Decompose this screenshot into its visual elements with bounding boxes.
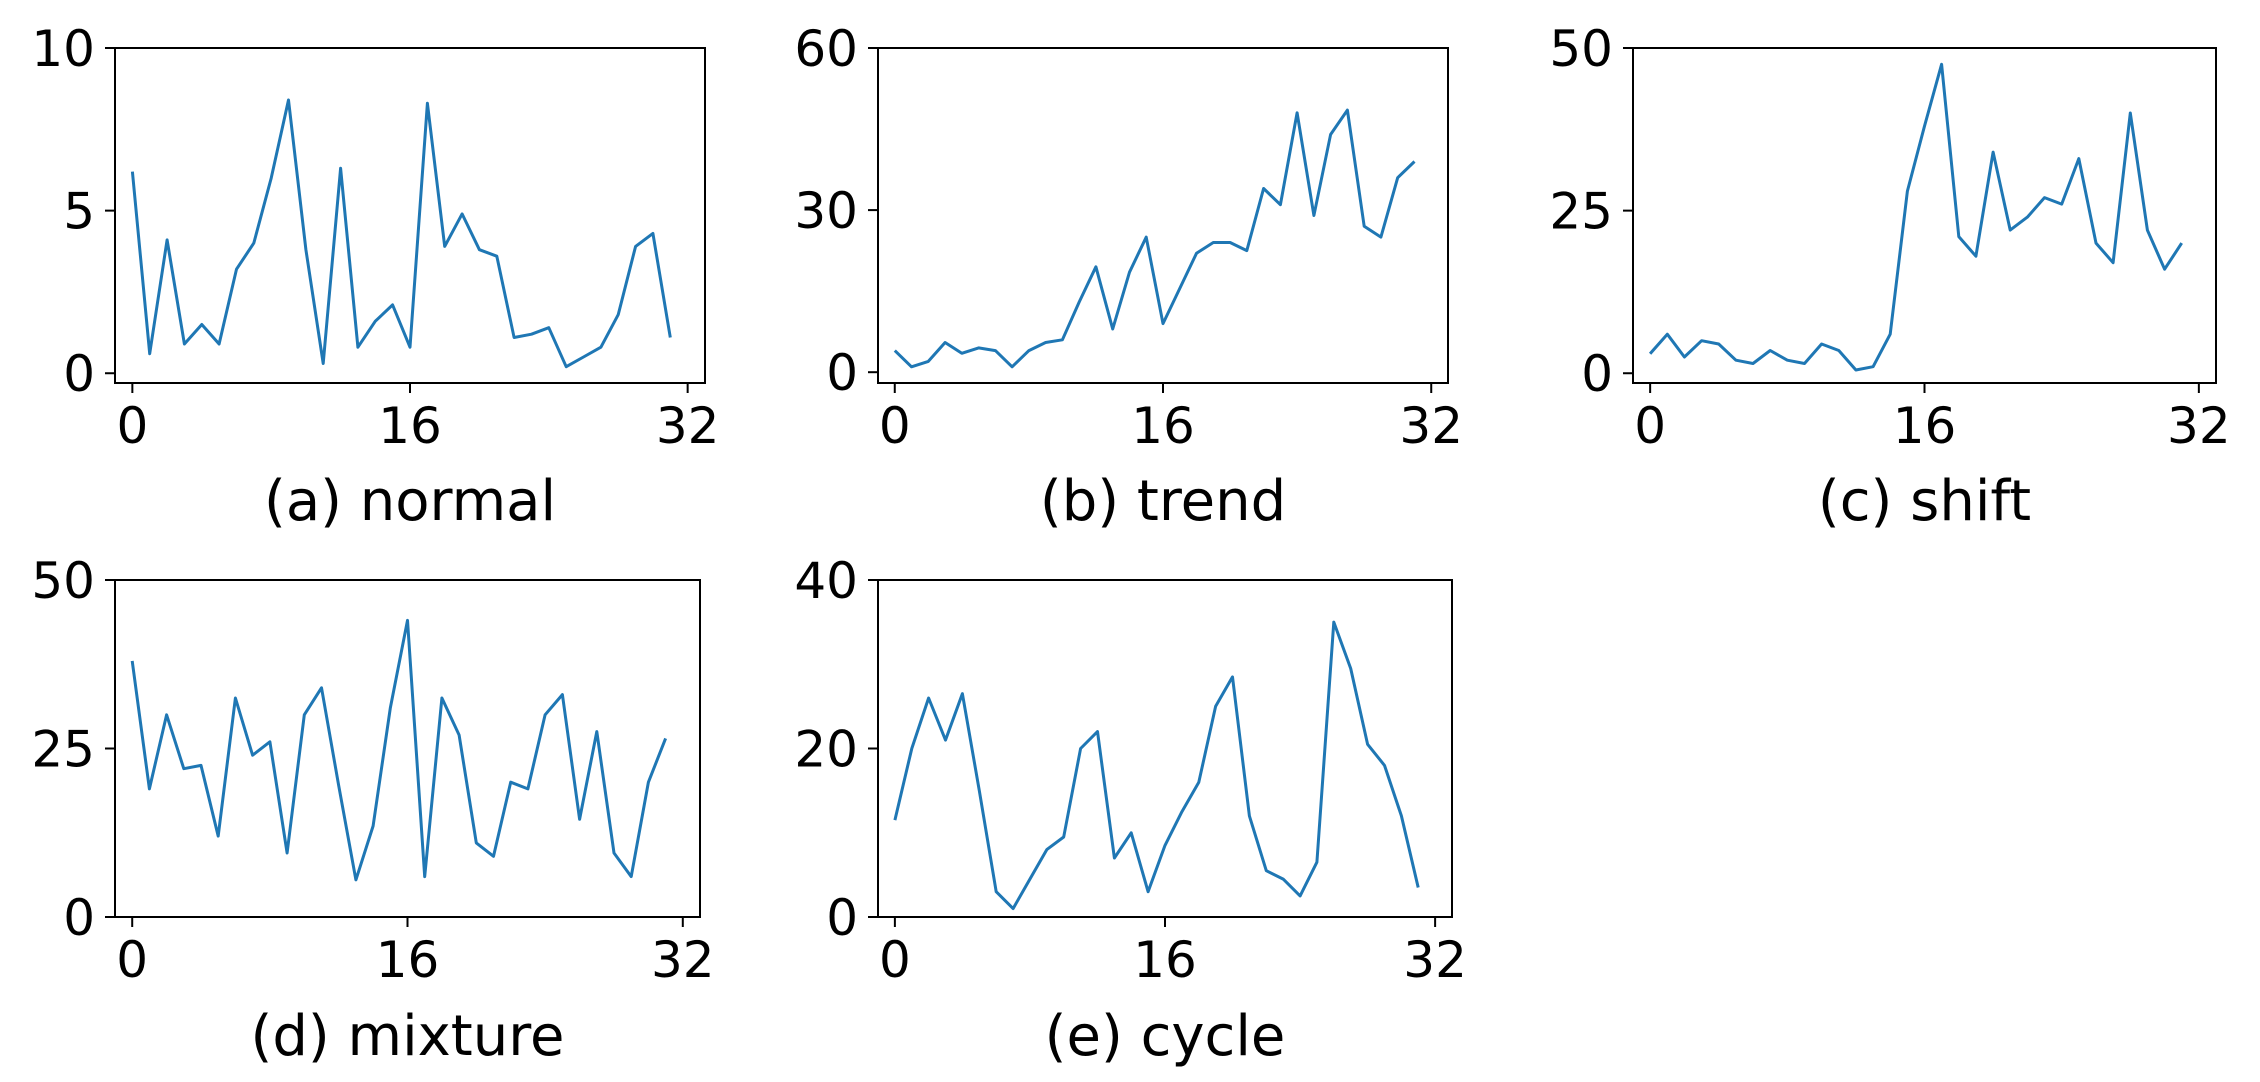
panel-caption-0: (a) normal	[264, 469, 556, 534]
x-tick-label-1-0: 0	[879, 397, 911, 455]
y-tick-label-4-0: 0	[826, 889, 858, 947]
y-tick-label-0-2: 10	[31, 20, 95, 78]
x-tick-label-3-1: 16	[376, 931, 440, 989]
y-tick-label-0-0: 0	[63, 345, 95, 403]
x-tick-label-0-0: 0	[116, 397, 148, 455]
series-line-3	[130, 618, 667, 882]
x-tick-label-4-1: 16	[1133, 931, 1197, 989]
x-tick-label-4-0: 0	[879, 931, 911, 989]
x-tick-label-0-1: 16	[378, 397, 442, 455]
x-tick-label-3-2: 32	[651, 931, 715, 989]
series-line-4	[893, 620, 1420, 911]
panel-3: 0 16 32 0 25 50 (d) mixture	[31, 552, 714, 1069]
y-tick-label-3-0: 0	[63, 889, 95, 947]
x-tick-label-1-2: 32	[1399, 397, 1463, 455]
y-tick-label-0-1: 5	[63, 183, 95, 241]
series-line-0	[130, 98, 672, 369]
y-tick-label-2-1: 25	[1549, 183, 1613, 241]
panel-caption-4: (e) cycle	[1045, 1004, 1286, 1069]
axes-frame-2	[1632, 47, 2217, 384]
y-tick-label-1-1: 30	[794, 182, 858, 240]
panel-caption-2: (c) shift	[1818, 469, 2031, 534]
panel-1: 0 16 32 0 30 60 (b) trend	[794, 20, 1463, 534]
panel-2: 0 16 32 0 25 50 (c) shift	[1549, 20, 2230, 534]
y-tick-label-3-2: 50	[31, 552, 95, 610]
x-tick-label-0-2: 32	[656, 397, 720, 455]
y-tick-label-1-2: 60	[794, 20, 858, 78]
series-line-2	[1648, 62, 2183, 372]
x-tick-label-4-2: 32	[1403, 931, 1467, 989]
panel-0: 0 16 32 0 5 10 (a) normal	[31, 20, 719, 534]
x-tick-label-2-0: 0	[1634, 397, 1666, 455]
y-tick-label-4-1: 20	[794, 721, 858, 779]
panel-caption-1: (b) trend	[1040, 469, 1286, 534]
y-tick-label-3-1: 25	[31, 721, 95, 779]
x-tick-label-1-1: 16	[1131, 397, 1195, 455]
x-tick-label-2-2: 32	[2167, 397, 2231, 455]
y-tick-label-2-0: 0	[1581, 345, 1613, 403]
axes-frame-4	[877, 579, 1453, 918]
y-tick-label-4-2: 40	[794, 552, 858, 610]
x-tick-label-3-0: 0	[116, 931, 148, 989]
x-tick-label-2-1: 16	[1893, 397, 1957, 455]
y-tick-label-2-2: 50	[1549, 20, 1613, 78]
panel-caption-3: (d) mixture	[251, 1004, 565, 1069]
series-line-1	[893, 108, 1416, 369]
y-tick-label-1-0: 0	[826, 344, 858, 402]
panel-4: 0 16 32 0 20 40 (e) cycle	[794, 552, 1467, 1069]
